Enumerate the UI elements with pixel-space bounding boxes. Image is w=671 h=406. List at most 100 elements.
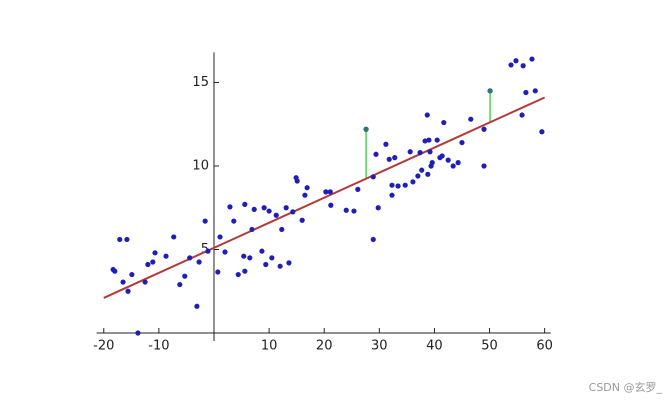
point [520, 63, 526, 69]
point [182, 273, 188, 279]
point [286, 260, 292, 266]
point [277, 263, 283, 269]
point [152, 250, 158, 256]
point [539, 129, 545, 135]
point [373, 151, 379, 157]
point [241, 253, 247, 259]
x-tick-label: 40 [426, 339, 443, 354]
point [279, 226, 285, 233]
point [429, 160, 435, 166]
point [351, 208, 357, 214]
point [263, 261, 269, 268]
point [410, 179, 416, 185]
point [383, 141, 389, 147]
point [426, 137, 432, 143]
point [532, 88, 538, 94]
point [508, 62, 514, 68]
x-tick-label: 60 [536, 339, 553, 354]
point [441, 119, 447, 126]
point [290, 209, 296, 215]
point [389, 182, 395, 188]
point [468, 116, 474, 122]
point [117, 236, 123, 243]
point [481, 126, 487, 132]
x-tick-label: -10 [148, 339, 169, 354]
point [196, 259, 202, 265]
y-tick-label: 15 [192, 75, 209, 90]
point [519, 112, 525, 118]
point [249, 226, 255, 233]
point [261, 205, 267, 211]
x-tick-label: 10 [261, 339, 278, 354]
point [415, 173, 421, 179]
point [459, 139, 465, 146]
point [135, 330, 141, 336]
point [177, 281, 183, 288]
residual-point [363, 126, 369, 132]
point [112, 268, 118, 274]
point [355, 186, 361, 192]
point [304, 185, 310, 191]
point [129, 271, 135, 278]
point [424, 112, 430, 118]
point [299, 217, 305, 223]
point [386, 156, 392, 162]
point [202, 218, 208, 224]
point [434, 137, 440, 143]
point [142, 279, 148, 285]
point [215, 269, 221, 275]
point [370, 174, 376, 180]
point [327, 189, 333, 195]
point [145, 261, 151, 268]
point [302, 192, 308, 198]
point [231, 218, 237, 224]
point [259, 248, 265, 254]
point [392, 155, 398, 161]
point [370, 236, 376, 243]
point [417, 150, 423, 156]
point [227, 204, 233, 210]
point [222, 249, 228, 255]
residual-point [487, 88, 493, 94]
point [251, 206, 257, 213]
point [120, 279, 126, 285]
point [523, 89, 529, 96]
point [427, 149, 433, 155]
point [266, 208, 272, 214]
point [389, 192, 395, 198]
point [283, 205, 289, 211]
point [439, 153, 445, 159]
point [395, 183, 401, 189]
y-tick-label: 10 [192, 158, 209, 173]
point [343, 207, 349, 213]
watermark: CSDN @玄罗_ [589, 380, 663, 394]
point [269, 255, 275, 261]
x-tick-label: 30 [371, 339, 388, 354]
point [125, 288, 131, 294]
point [529, 56, 535, 62]
point [513, 58, 519, 64]
point [445, 157, 451, 163]
point [450, 163, 456, 169]
point [294, 178, 300, 184]
point [150, 259, 156, 265]
point [481, 163, 487, 169]
point [217, 234, 223, 240]
x-tick-label: 20 [316, 339, 333, 354]
point [171, 234, 177, 240]
point [323, 189, 329, 195]
fit-line [103, 96, 546, 299]
x-tick-label: -20 [93, 339, 114, 354]
point [242, 201, 248, 207]
point [242, 268, 248, 274]
point [194, 303, 200, 309]
point [375, 205, 381, 211]
point [163, 253, 169, 259]
point [425, 171, 431, 177]
point [455, 160, 461, 166]
point [187, 255, 193, 261]
point [247, 255, 253, 261]
point [328, 202, 334, 208]
